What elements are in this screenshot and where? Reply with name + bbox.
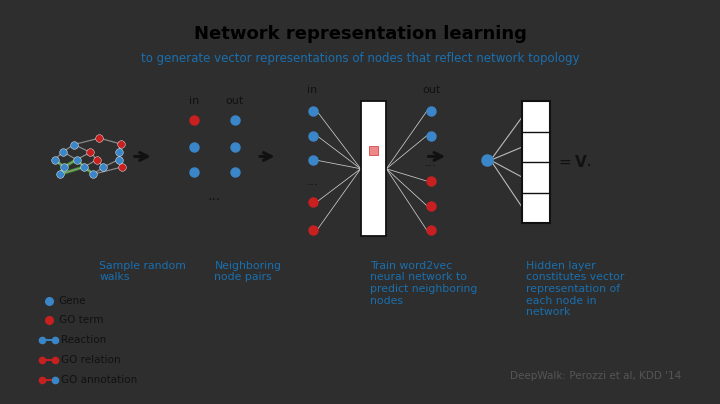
- Bar: [523, 101, 549, 223]
- Text: Train word2vec
neural network to
predict neighboring
nodes: Train word2vec neural network to predict…: [370, 261, 477, 306]
- Text: Neighboring
node pairs: Neighboring node pairs: [215, 261, 282, 282]
- Text: ...: ...: [307, 175, 319, 187]
- Text: out: out: [225, 97, 244, 106]
- Text: ...: ...: [425, 156, 437, 168]
- Text: Hidden layer
constitutes vector
representation of
each node in
network: Hidden layer constitutes vector represen…: [526, 261, 624, 317]
- Text: GO relation: GO relation: [61, 355, 120, 365]
- Text: to generate vector representations of nodes that reflect network topology: to generate vector representations of no…: [140, 52, 580, 65]
- Text: in: in: [189, 97, 199, 106]
- Text: Sample random
walks: Sample random walks: [99, 261, 186, 282]
- Text: Reaction: Reaction: [61, 335, 106, 345]
- Bar: [361, 101, 387, 236]
- Text: DeepWalk: Perozzi et al, KDD '14: DeepWalk: Perozzi et al, KDD '14: [510, 371, 681, 381]
- Text: GO term: GO term: [59, 316, 104, 326]
- Text: in: in: [307, 85, 318, 95]
- Text: out: out: [422, 85, 440, 95]
- Bar: [369, 146, 378, 154]
- Text: $= \mathbf{V}_\mathbf{\bullet}$: $= \mathbf{V}_\mathbf{\bullet}$: [557, 153, 592, 168]
- Text: ...: ...: [208, 189, 221, 203]
- Text: Network representation learning: Network representation learning: [194, 25, 526, 43]
- Text: Gene: Gene: [59, 296, 86, 306]
- Text: GO annotation: GO annotation: [61, 375, 137, 385]
